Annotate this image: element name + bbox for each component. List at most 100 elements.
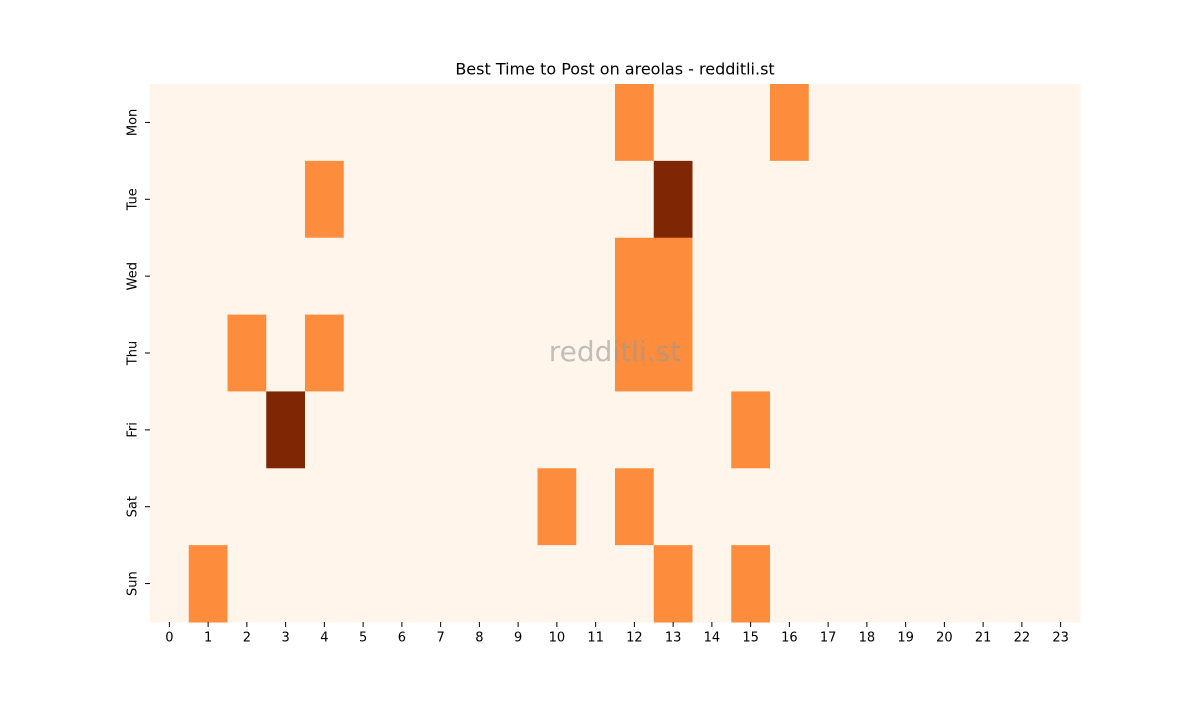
heatmap-cell [731,237,771,316]
heatmap-cell [382,314,422,392]
x-tick-label: 22 [1014,631,1031,646]
heatmap-cell [421,237,461,316]
heatmap-cell [150,468,190,546]
heatmap-cell [1002,84,1042,162]
heatmap-cell [421,391,461,469]
heatmap-cell [576,468,616,546]
heatmap-cell [847,237,887,316]
heatmap-cell [1002,391,1042,469]
heatmap-cell [808,160,848,239]
heatmap-cell [498,468,538,546]
x-tick-label: 16 [781,631,798,646]
heatmap-cell [188,391,228,469]
heatmap-cell [808,237,848,316]
heatmap-cell [150,545,190,623]
y-tick-label: Thu [126,341,141,366]
heatmap-cell [886,545,926,623]
heatmap-cell [266,237,306,316]
x-tick-label: 1 [204,631,212,646]
heatmap-cell [537,314,577,392]
heatmap-cell [460,391,500,469]
heatmap-cell [382,391,422,469]
heatmap-cell [615,84,655,162]
x-tick-label: 2 [243,631,251,646]
watermark: redditli.st [549,335,681,368]
heatmap-cell [382,84,422,162]
heatmap-cell [692,84,732,162]
heatmap-cell [498,391,538,469]
heatmap-cell [925,314,965,392]
heatmap-cell [1002,314,1042,392]
heatmap-cell [615,237,655,316]
heatmap-cell [692,391,732,469]
heatmap-cell [1041,84,1081,162]
heatmap-cell [847,391,887,469]
heatmap-cell [537,160,577,239]
heatmap-cell [537,468,577,546]
heatmap-cell [770,545,810,623]
heatmap-cell [847,314,887,392]
heatmap-cell [692,545,732,623]
heatmap-cell [963,545,1003,623]
heatmap-cell [227,160,267,239]
heatmap-cell [460,160,500,239]
heatmap-cell [847,545,887,623]
heatmap-cell [963,314,1003,392]
y-tick-label: Fri [126,422,141,438]
heatmap-cells [150,84,1081,623]
heatmap-cell [150,237,190,316]
heatmap-cell [653,84,693,162]
chart-title: Best Time to Post on areolas - redditli.… [455,60,774,79]
heatmap-cell [615,545,655,623]
heatmap-cell [266,545,306,623]
heatmap-cell [150,391,190,469]
heatmap-cell [653,545,693,623]
heatmap-cell [847,84,887,162]
heatmap-cell [188,84,228,162]
heatmap-cell [925,237,965,316]
heatmap-cell [421,314,461,392]
heatmap-cell [576,545,616,623]
x-tick-label: 3 [281,631,289,646]
heatmap-cell [460,468,500,546]
heatmap-cell [653,468,693,546]
x-tick-label: 14 [704,631,721,646]
heatmap-cell [537,237,577,316]
heatmap-cell [227,314,267,392]
heatmap-cell [847,468,887,546]
y-tick-label: Sun [126,571,141,596]
heatmap-cell [188,314,228,392]
x-tick-label: 7 [436,631,444,646]
heatmap-cell [692,468,732,546]
heatmap-cell [305,314,345,392]
heatmap-cell [963,237,1003,316]
heatmap-cell [1041,545,1081,623]
x-tick-label: 23 [1052,631,1069,646]
heatmap-cell [227,391,267,469]
heatmap-cell [963,160,1003,239]
heatmap-cell [615,468,655,546]
heatmap-cell [770,314,810,392]
x-tick-label: 17 [820,631,837,646]
x-tick-label: 21 [975,631,992,646]
heatmap-cell [460,545,500,623]
heatmap-cell [266,314,306,392]
heatmap-cell [731,468,771,546]
heatmap-cell [653,237,693,316]
x-tick-label: 15 [742,631,759,646]
heatmap-cell [421,468,461,546]
heatmap-cell [343,468,383,546]
heatmap-cell [770,391,810,469]
heatmap-cell [576,391,616,469]
heatmap-cell [343,237,383,316]
heatmap-cell [343,160,383,239]
heatmap-cell [576,237,616,316]
heatmap-cell [305,545,345,623]
heatmap-cell [498,545,538,623]
heatmap-cell [382,237,422,316]
heatmap-cell [576,160,616,239]
heatmap-cell [305,468,345,546]
x-tick-label: 10 [549,631,566,646]
heatmap-cell [808,391,848,469]
